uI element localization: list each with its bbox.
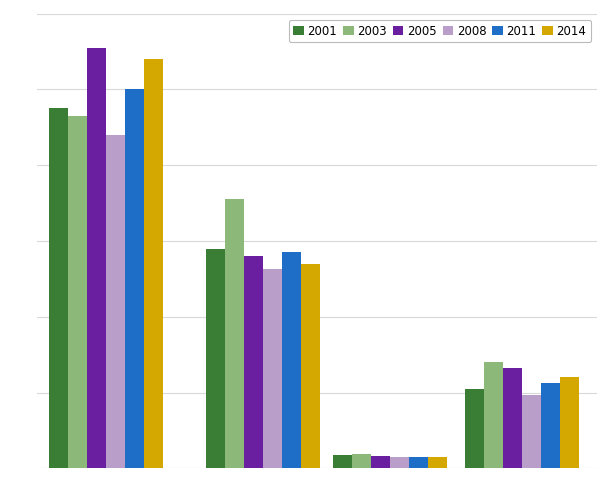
Bar xyxy=(68,117,87,468)
Bar xyxy=(206,249,225,468)
Bar xyxy=(523,395,541,468)
Legend: 2001, 2003, 2005, 2008, 2011, 2014: 2001, 2003, 2005, 2008, 2011, 2014 xyxy=(289,20,591,43)
Bar xyxy=(465,389,484,468)
Bar xyxy=(87,49,106,468)
Bar xyxy=(560,378,580,468)
Bar xyxy=(144,60,163,468)
Bar xyxy=(301,264,320,468)
Bar xyxy=(428,457,447,468)
Bar xyxy=(282,253,301,468)
Bar xyxy=(541,384,560,468)
Bar xyxy=(484,363,504,468)
Bar xyxy=(371,456,390,468)
Bar xyxy=(352,454,371,468)
Bar xyxy=(106,136,125,468)
Bar xyxy=(390,457,409,468)
Bar xyxy=(49,109,68,468)
Bar xyxy=(504,368,523,468)
Bar xyxy=(225,200,244,468)
Bar xyxy=(263,270,282,468)
Bar xyxy=(244,257,263,468)
Bar xyxy=(333,455,352,468)
Bar xyxy=(409,458,428,468)
Bar xyxy=(125,90,144,468)
